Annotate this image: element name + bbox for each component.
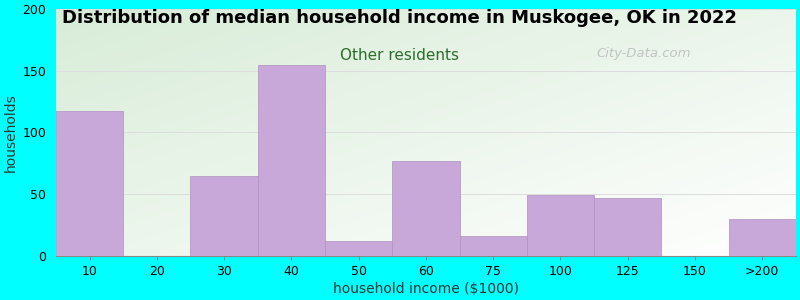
Bar <box>594 198 662 256</box>
Bar <box>459 236 526 256</box>
Bar <box>526 195 594 256</box>
Bar <box>325 241 392 256</box>
Y-axis label: households: households <box>4 93 18 172</box>
Bar <box>729 219 796 256</box>
Bar <box>56 112 123 256</box>
Bar <box>190 176 258 256</box>
X-axis label: household income ($1000): household income ($1000) <box>333 282 519 296</box>
Bar <box>258 64 325 256</box>
Text: Distribution of median household income in Muskogee, OK in 2022: Distribution of median household income … <box>62 9 738 27</box>
Text: City-Data.com: City-Data.com <box>596 47 690 60</box>
Bar <box>392 161 459 256</box>
Text: Other residents: Other residents <box>341 48 459 63</box>
